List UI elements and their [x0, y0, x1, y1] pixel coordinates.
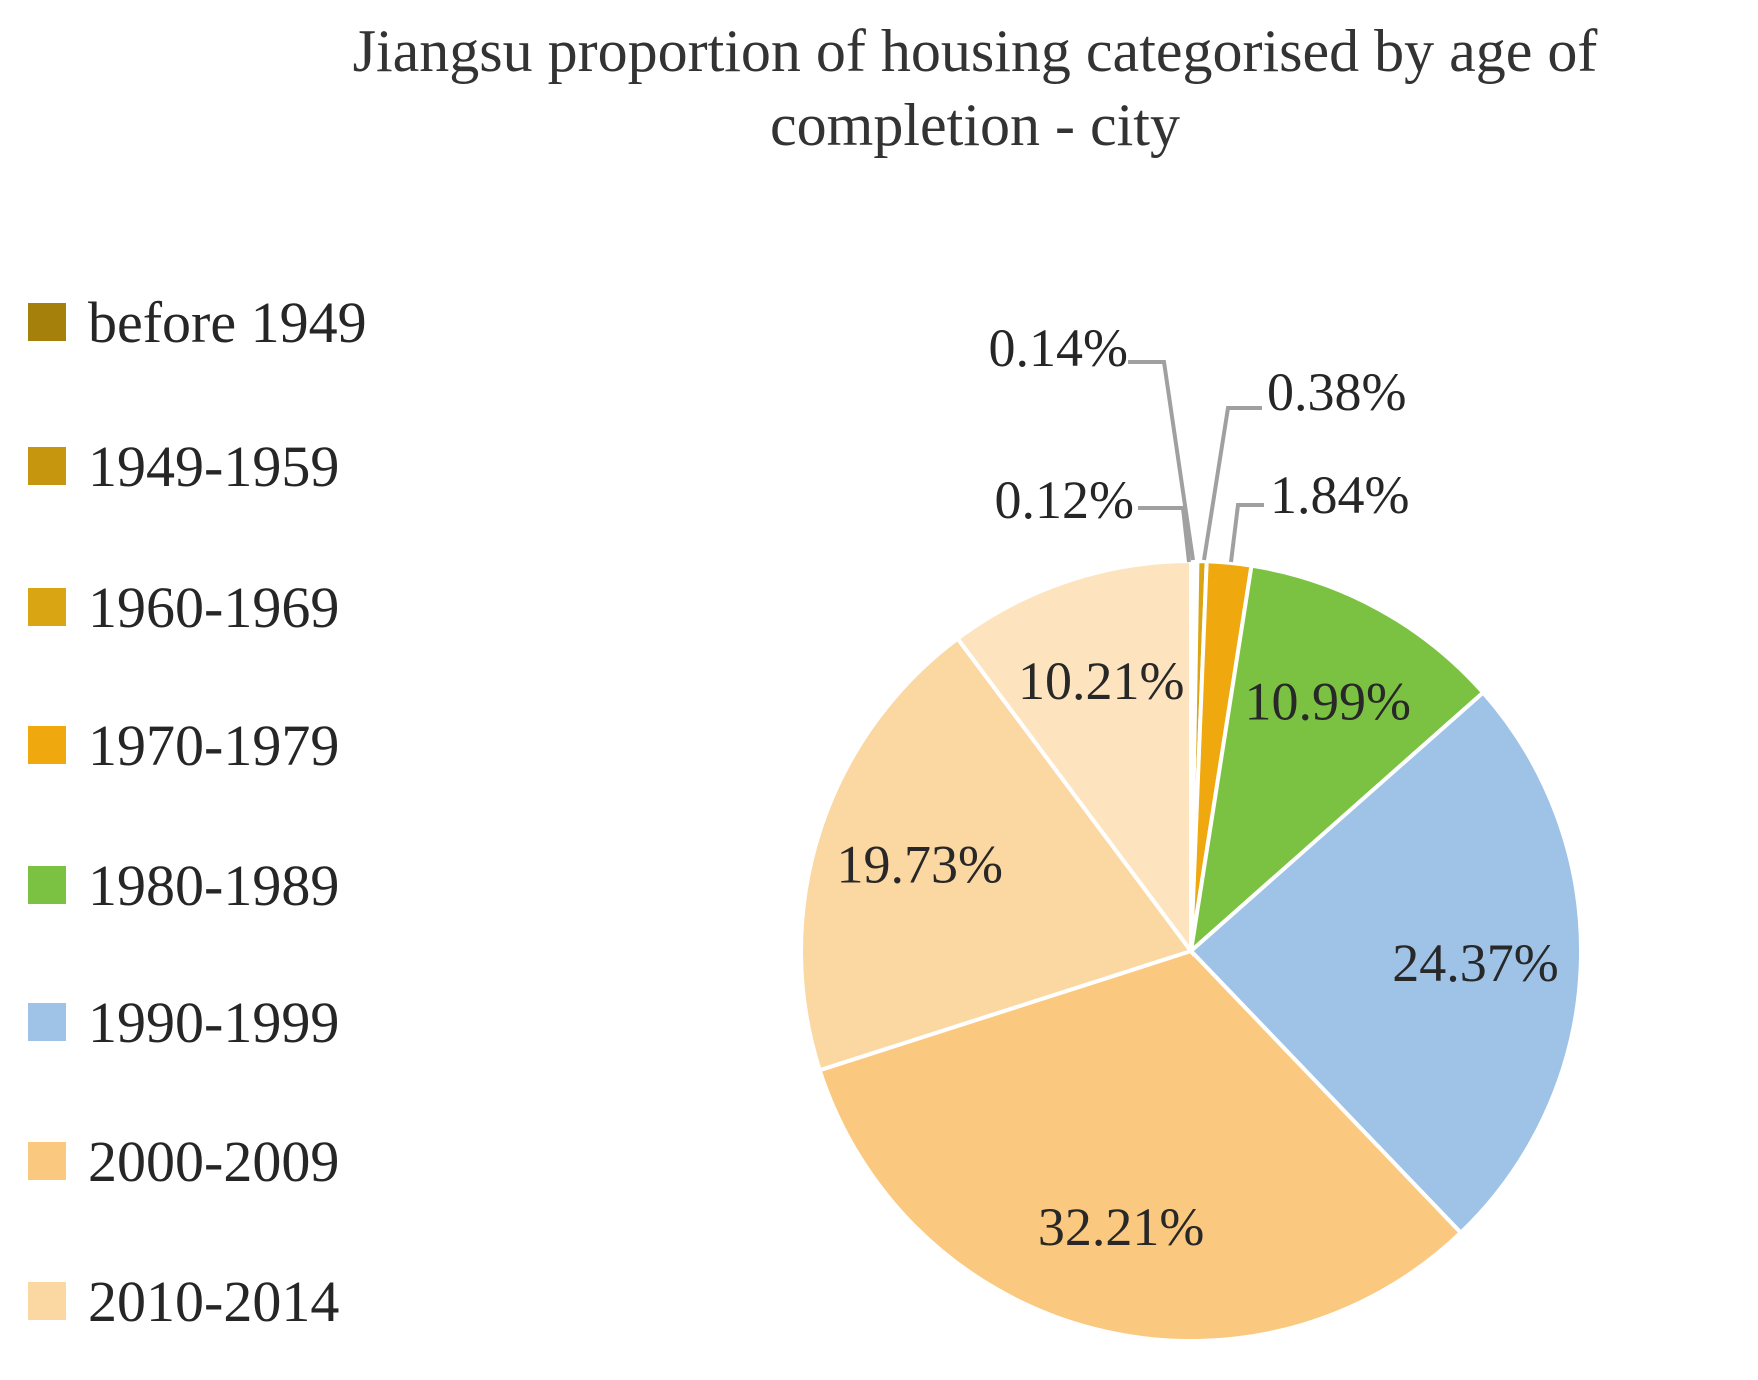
leader-line-1.84: [1229, 503, 1264, 563]
legend-label: 1980-1989: [88, 852, 340, 918]
legend-item-2000-2009: 2000-2009: [28, 1129, 339, 1194]
chart-title-line-1: Jiangsu proportion of housing categorise…: [352, 18, 1598, 84]
data-label-0.12: 0.12%: [994, 470, 1134, 530]
pie-slice-1990-1999: [1188, 689, 1583, 1236]
data-label-1.84: 1.84%: [1270, 465, 1410, 525]
legend-swatch-1970-1979: [28, 726, 66, 764]
legend-item-before-1949: before 1949: [28, 290, 367, 355]
pie-slices: [799, 558, 1583, 1344]
data-label-0.14: 0.14%: [988, 318, 1128, 378]
pie-slice-slice-9: [954, 558, 1193, 958]
legend-item-1960-1969: 1960-1969: [28, 575, 339, 640]
leader-line-0.14: [1128, 360, 1195, 561]
legend-label: 2010-2014: [88, 1268, 340, 1334]
data-label-10.21: 10.21%: [1018, 651, 1184, 711]
pie-slice-1980-1989: [1188, 563, 1486, 957]
data-label-19.73: 19.73%: [837, 834, 1003, 894]
legend-label: 1949-1959: [88, 433, 340, 499]
leader-line-0.38: [1202, 406, 1262, 561]
pie-slice-2010-2014: [799, 635, 1195, 1073]
data-label-0.38: 0.38%: [1267, 362, 1407, 422]
legend-label: 1990-1999: [88, 989, 340, 1055]
legend-item-2010-2014: 2010-2014: [28, 1269, 339, 1334]
data-label-32.21: 32.21%: [1038, 1197, 1204, 1257]
legend-swatch-1990-1999: [28, 1003, 66, 1041]
legend-item-1990-1999: 1990-1999: [28, 990, 339, 1055]
chart-title: Jiangsu proportion of housing categorise…: [192, 14, 1758, 162]
legend-label: 1960-1969: [88, 574, 340, 640]
legend-swatch-1949-1959: [28, 447, 66, 485]
legend-swatch-1980-1989: [28, 866, 66, 904]
data-label-24.37: 24.37%: [1392, 933, 1558, 993]
legend-item-1980-1989: 1980-1989: [28, 853, 339, 918]
leader-line-0.12: [1138, 506, 1191, 563]
legend-swatch-2000-2009: [28, 1142, 66, 1180]
leader-lines: [1128, 360, 1264, 563]
legend-swatch-before-1949: [28, 303, 66, 341]
legend-label: before 1949: [88, 289, 367, 355]
legend-label: 2000-2009: [88, 1128, 340, 1194]
legend-swatch-1960-1969: [28, 588, 66, 626]
data-label-10.99: 10.99%: [1245, 671, 1411, 731]
legend-label: 1970-1979: [88, 712, 340, 778]
legend-item-1970-1979: 1970-1979: [28, 713, 339, 778]
legend: before 1949 1949-1959 1960-1969 1970-197…: [28, 0, 588, 1380]
legend-swatch-2010-2014: [28, 1282, 66, 1320]
slice-data-labels: 10.99% 24.37% 32.21% 19.73% 10.21%: [837, 651, 1559, 1257]
legend-item-1949-1959: 1949-1959: [28, 434, 339, 499]
pie-slice-2000-2009: [817, 948, 1464, 1344]
chart-title-line-2: completion - city: [770, 92, 1180, 158]
